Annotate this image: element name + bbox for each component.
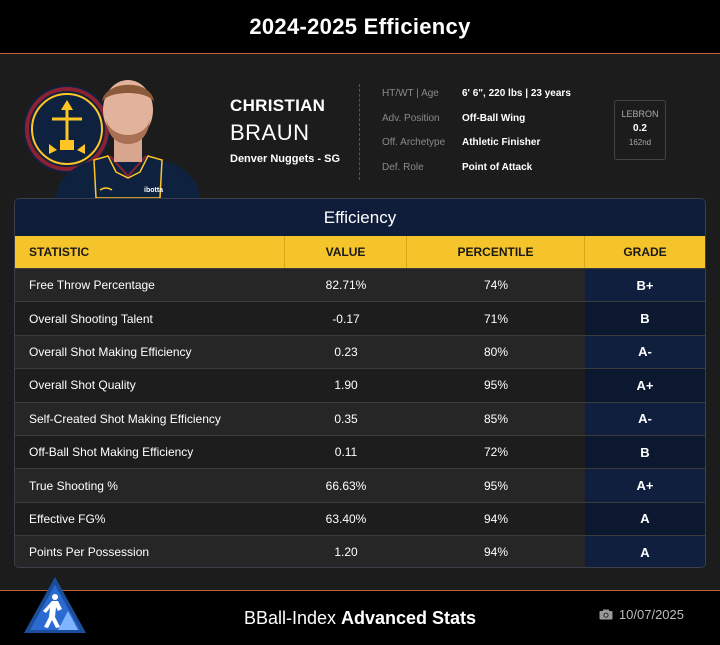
grade-cell: B+ xyxy=(585,269,705,302)
info-label: HT/WT | Age xyxy=(382,88,439,99)
percentile-cell: 95% xyxy=(407,469,585,502)
value-cell: 66.63% xyxy=(285,469,407,502)
footer-branding: BBall-Index Advanced Stats xyxy=(0,608,720,629)
percentile-cell: 85% xyxy=(407,402,585,435)
info-row-archetype: Off. Archetype Athletic Finisher xyxy=(382,137,571,162)
stat-cell: True Shooting % xyxy=(15,469,285,502)
percentile-cell: 72% xyxy=(407,435,585,469)
player-last-name: BRAUN xyxy=(230,120,310,145)
table-row: Off-Ball Shot Making Efficiency 0.11 72% B xyxy=(15,434,705,469)
header-divider xyxy=(359,84,360,180)
footer-subtitle: Advanced Stats xyxy=(341,608,477,628)
table-header: STATISTIC VALUE PERCENTILE GRADE xyxy=(15,236,705,268)
stat-cell: Overall Shot Quality xyxy=(15,369,285,402)
stat-cell: Overall Shooting Talent xyxy=(15,302,285,335)
table-row: Effective FG% 63.40% 94% A xyxy=(15,501,705,536)
info-label: Def. Role xyxy=(382,161,424,173)
player-photo: ibotta xyxy=(56,80,200,198)
player-info-list: HT/WT | Age 6' 6", 220 lbs | 23 years Ad… xyxy=(382,88,571,186)
info-value: 6' 6", 220 lbs | 23 years xyxy=(462,88,571,99)
stat-cell: Points Per Possession xyxy=(15,536,285,567)
percentile-cell: 71% xyxy=(407,302,585,335)
percentile-cell: 74% xyxy=(407,269,585,302)
jersey-sponsor: ibotta xyxy=(144,187,163,194)
value-cell: 0.11 xyxy=(285,435,407,469)
info-label: Adv. Position xyxy=(382,112,440,124)
info-row-def-role: Def. Role Point of Attack xyxy=(382,162,571,187)
value-cell: 82.71% xyxy=(285,269,407,302)
player-first-name: CHRISTIAN xyxy=(230,96,326,115)
info-value: Athletic Finisher xyxy=(462,137,541,148)
stat-cell: Overall Shot Making Efficiency xyxy=(15,335,285,369)
top-title-bar: 2024-2025 Efficiency xyxy=(0,0,720,54)
info-value: Point of Attack xyxy=(462,161,533,173)
info-label: Off. Archetype xyxy=(382,137,446,148)
table-row: Free Throw Percentage 82.71% 74% B+ xyxy=(15,268,705,302)
bball-index-logo-icon xyxy=(24,577,86,633)
value-cell: -0.17 xyxy=(285,302,407,335)
table-row: Overall Shot Quality 1.90 95% A+ xyxy=(15,368,705,402)
column-header-statistic: STATISTIC xyxy=(15,236,285,268)
footer-brand: BBall-Index xyxy=(243,608,336,628)
nuggets-logo-icon xyxy=(23,85,111,173)
efficiency-panel: Efficiency STATISTIC VALUE PERCENTILE GR… xyxy=(14,198,706,568)
info-value: Off-Ball Wing xyxy=(462,112,526,124)
footer-bar: BBall-Index Advanced Stats 10/07/2025 xyxy=(0,577,720,645)
player-header: ibotta CHRISTIAN BRAUN Denver Nuggets - … xyxy=(0,54,720,200)
bottom-divider-line xyxy=(0,590,720,591)
stat-cell: Off-Ball Shot Making Efficiency xyxy=(15,435,285,469)
grade-cell: B xyxy=(585,302,705,335)
table-row: Points Per Possession 1.20 94% A xyxy=(15,535,705,567)
percentile-cell: 80% xyxy=(407,335,585,369)
footer-date-text: 10/07/2025 xyxy=(618,607,684,622)
lebron-rank: 162nd xyxy=(628,138,652,147)
value-cell: 63.40% xyxy=(285,502,407,536)
lebron-badge: LEBRON 0.2 162nd xyxy=(614,100,666,160)
value-cell: 0.23 xyxy=(285,335,407,369)
panel-title: Efficiency xyxy=(15,199,705,236)
table-row: Overall Shot Making Efficiency 0.23 80% A- xyxy=(15,334,705,369)
percentile-cell: 95% xyxy=(407,369,585,402)
grade-cell: A xyxy=(585,502,705,536)
stat-cell: Free Throw Percentage xyxy=(15,269,285,302)
table-row: Self-Created Shot Making Efficiency 0.35 8… xyxy=(15,401,705,435)
stat-cell: Self-Created Shot Making Efficiency xyxy=(15,402,285,435)
grade-cell: A+ xyxy=(585,469,705,502)
lebron-value: 0.2 xyxy=(633,123,647,134)
table-row: Overall Shooting Talent -0.17 71% B xyxy=(15,301,705,335)
value-cell: 1.90 xyxy=(285,369,407,402)
column-header-percentile: PERCENTILE xyxy=(407,236,585,268)
lebron-label: LEBRON xyxy=(621,109,659,119)
player-team-position: Denver Nuggets - SG xyxy=(230,153,341,165)
percentile-cell: 94% xyxy=(407,502,585,536)
grade-cell: A- xyxy=(585,335,705,369)
grade-cell: A+ xyxy=(585,369,705,402)
grade-cell: A- xyxy=(585,402,705,435)
table-row: True Shooting % 66.63% 95% A+ xyxy=(15,468,705,502)
info-row-ht-wt: HT/WT | Age 6' 6", 220 lbs | 23 years xyxy=(382,88,571,113)
table-body: Free Throw Percentage 82.71% 74% B+ Overall … xyxy=(15,268,705,567)
value-cell: 0.35 xyxy=(285,402,407,435)
camera-icon xyxy=(599,609,613,620)
grade-cell: B xyxy=(585,435,705,469)
stat-cell: Effective FG% xyxy=(15,502,285,536)
value-cell: 1.20 xyxy=(285,536,407,567)
percentile-cell: 94% xyxy=(407,536,585,567)
footer-date: 10/07/2025 xyxy=(599,607,684,622)
page-title: 2024-2025 Efficiency xyxy=(249,14,471,39)
grade-cell: A xyxy=(585,536,705,567)
info-row-position: Adv. Position Off-Ball Wing xyxy=(382,113,571,138)
column-header-value: VALUE xyxy=(285,236,407,268)
column-header-grade: GRADE xyxy=(623,245,667,259)
top-divider-line xyxy=(0,53,720,54)
